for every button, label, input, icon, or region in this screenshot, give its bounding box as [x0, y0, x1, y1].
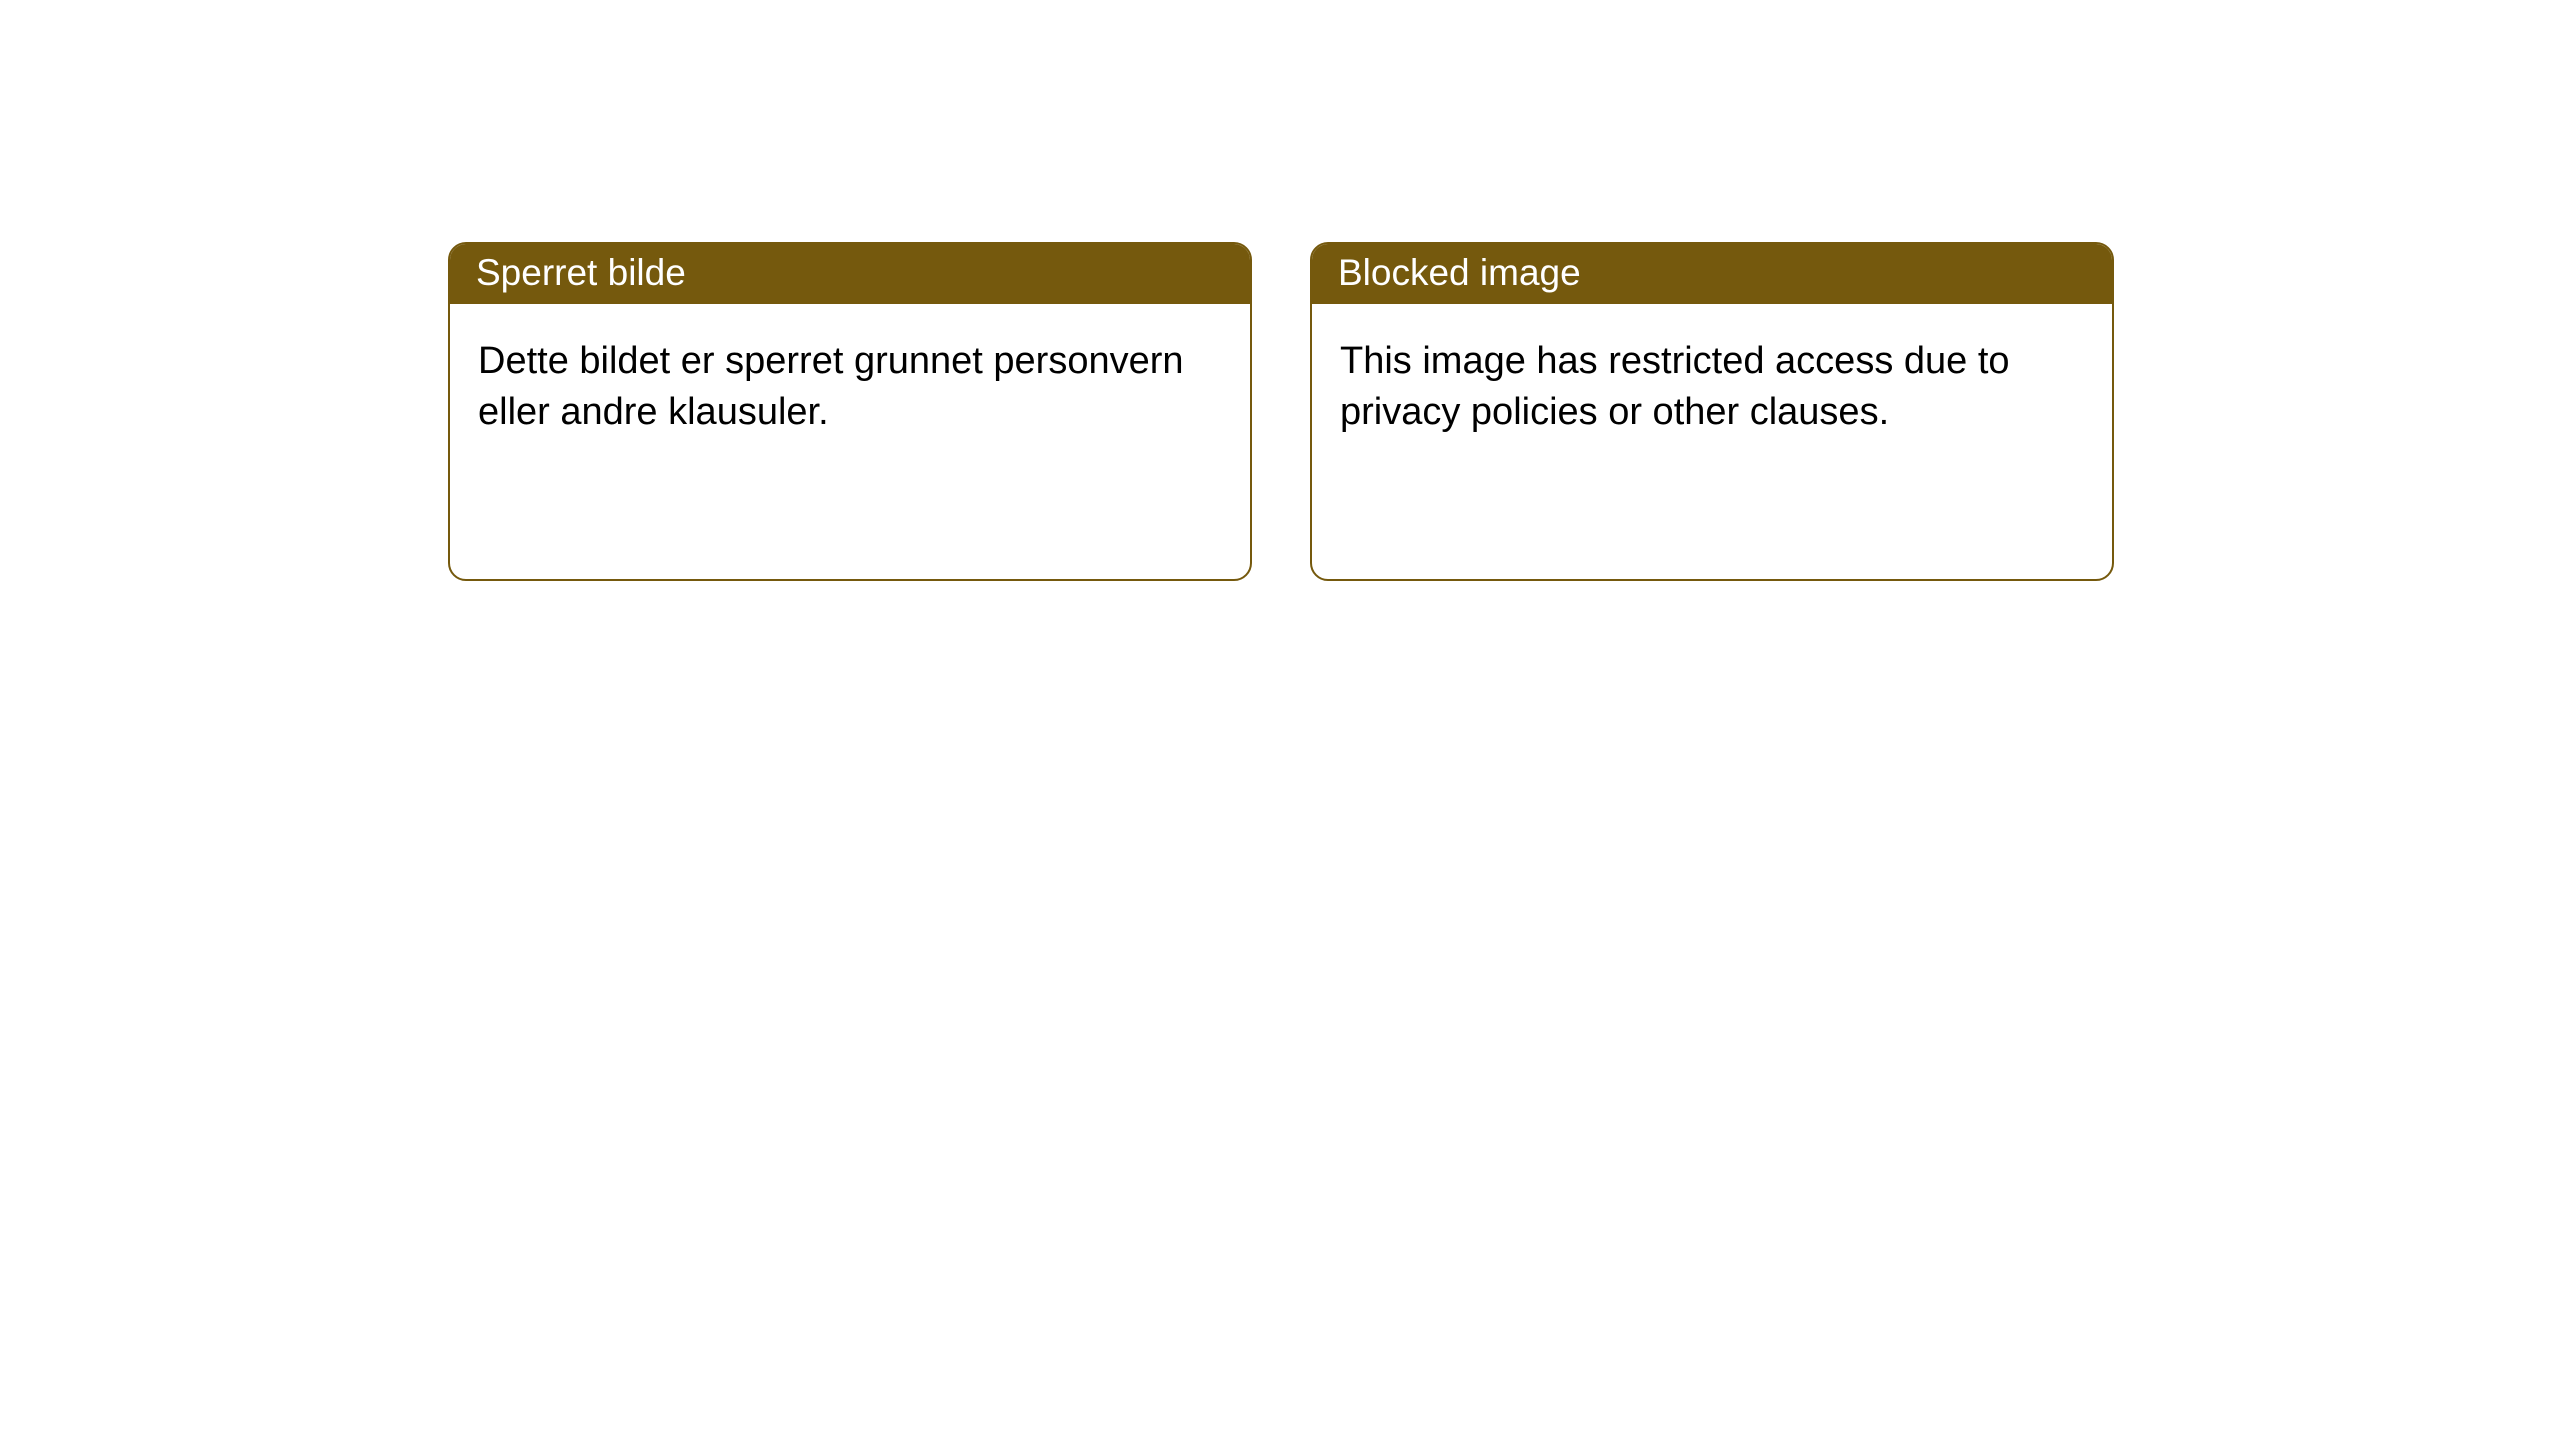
notice-cards-container: Sperret bilde Dette bildet er sperret gr… [0, 0, 2560, 581]
notice-message: This image has restricted access due to … [1340, 336, 2084, 439]
notice-message: Dette bildet er sperret grunnet personve… [478, 336, 1222, 439]
notice-body: Dette bildet er sperret grunnet personve… [450, 304, 1250, 579]
notice-header: Blocked image [1312, 244, 2112, 304]
notice-title: Blocked image [1338, 252, 1581, 293]
notice-card-norwegian: Sperret bilde Dette bildet er sperret gr… [448, 242, 1252, 581]
notice-title: Sperret bilde [476, 252, 686, 293]
notice-card-english: Blocked image This image has restricted … [1310, 242, 2114, 581]
notice-header: Sperret bilde [450, 244, 1250, 304]
notice-body: This image has restricted access due to … [1312, 304, 2112, 579]
